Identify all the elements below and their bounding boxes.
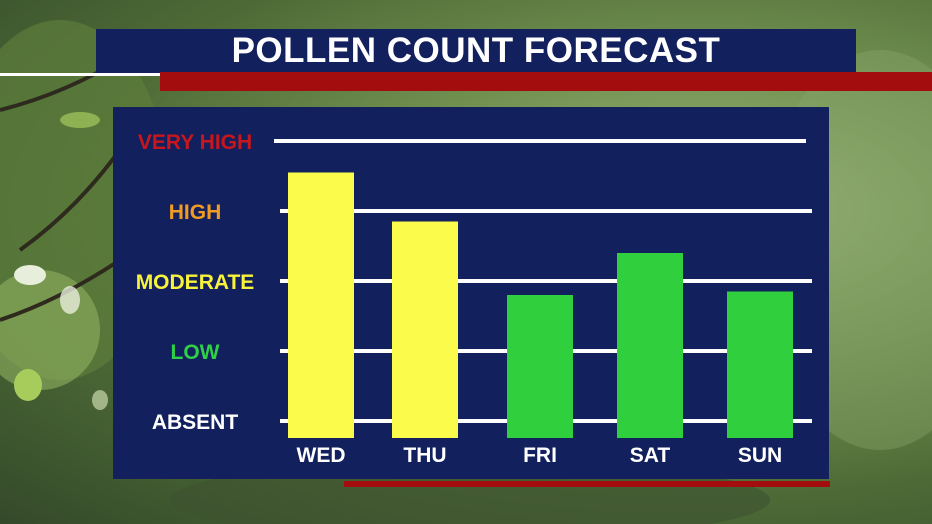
chart-title: POLLEN COUNT FORECAST (231, 31, 721, 70)
y-tick-label-absent: ABSENT (152, 411, 239, 434)
bar-fri (507, 295, 573, 438)
x-tick-label-sat: SAT (630, 444, 671, 467)
chart-panel (113, 107, 829, 479)
x-tick-label-sun: SUN (738, 444, 782, 467)
bar-wed (288, 172, 354, 438)
title-banner (96, 29, 856, 73)
top-red-stripe (160, 72, 932, 91)
y-tick-label-high: HIGH (169, 201, 222, 224)
y-tick-label-moderate: MODERATE (136, 271, 255, 294)
bottom-red-stripe (344, 481, 830, 487)
title-accent-line (0, 73, 160, 76)
bar-sat (617, 253, 683, 438)
y-tick-label-very-high: VERY HIGH (138, 131, 252, 154)
bar-thu (392, 221, 458, 438)
y-tick-label-low: LOW (171, 341, 220, 364)
x-tick-label-wed: WED (297, 444, 346, 467)
x-tick-label-thu: THU (403, 444, 446, 467)
bar-sun (727, 291, 793, 438)
x-tick-label-fri: FRI (523, 444, 557, 467)
